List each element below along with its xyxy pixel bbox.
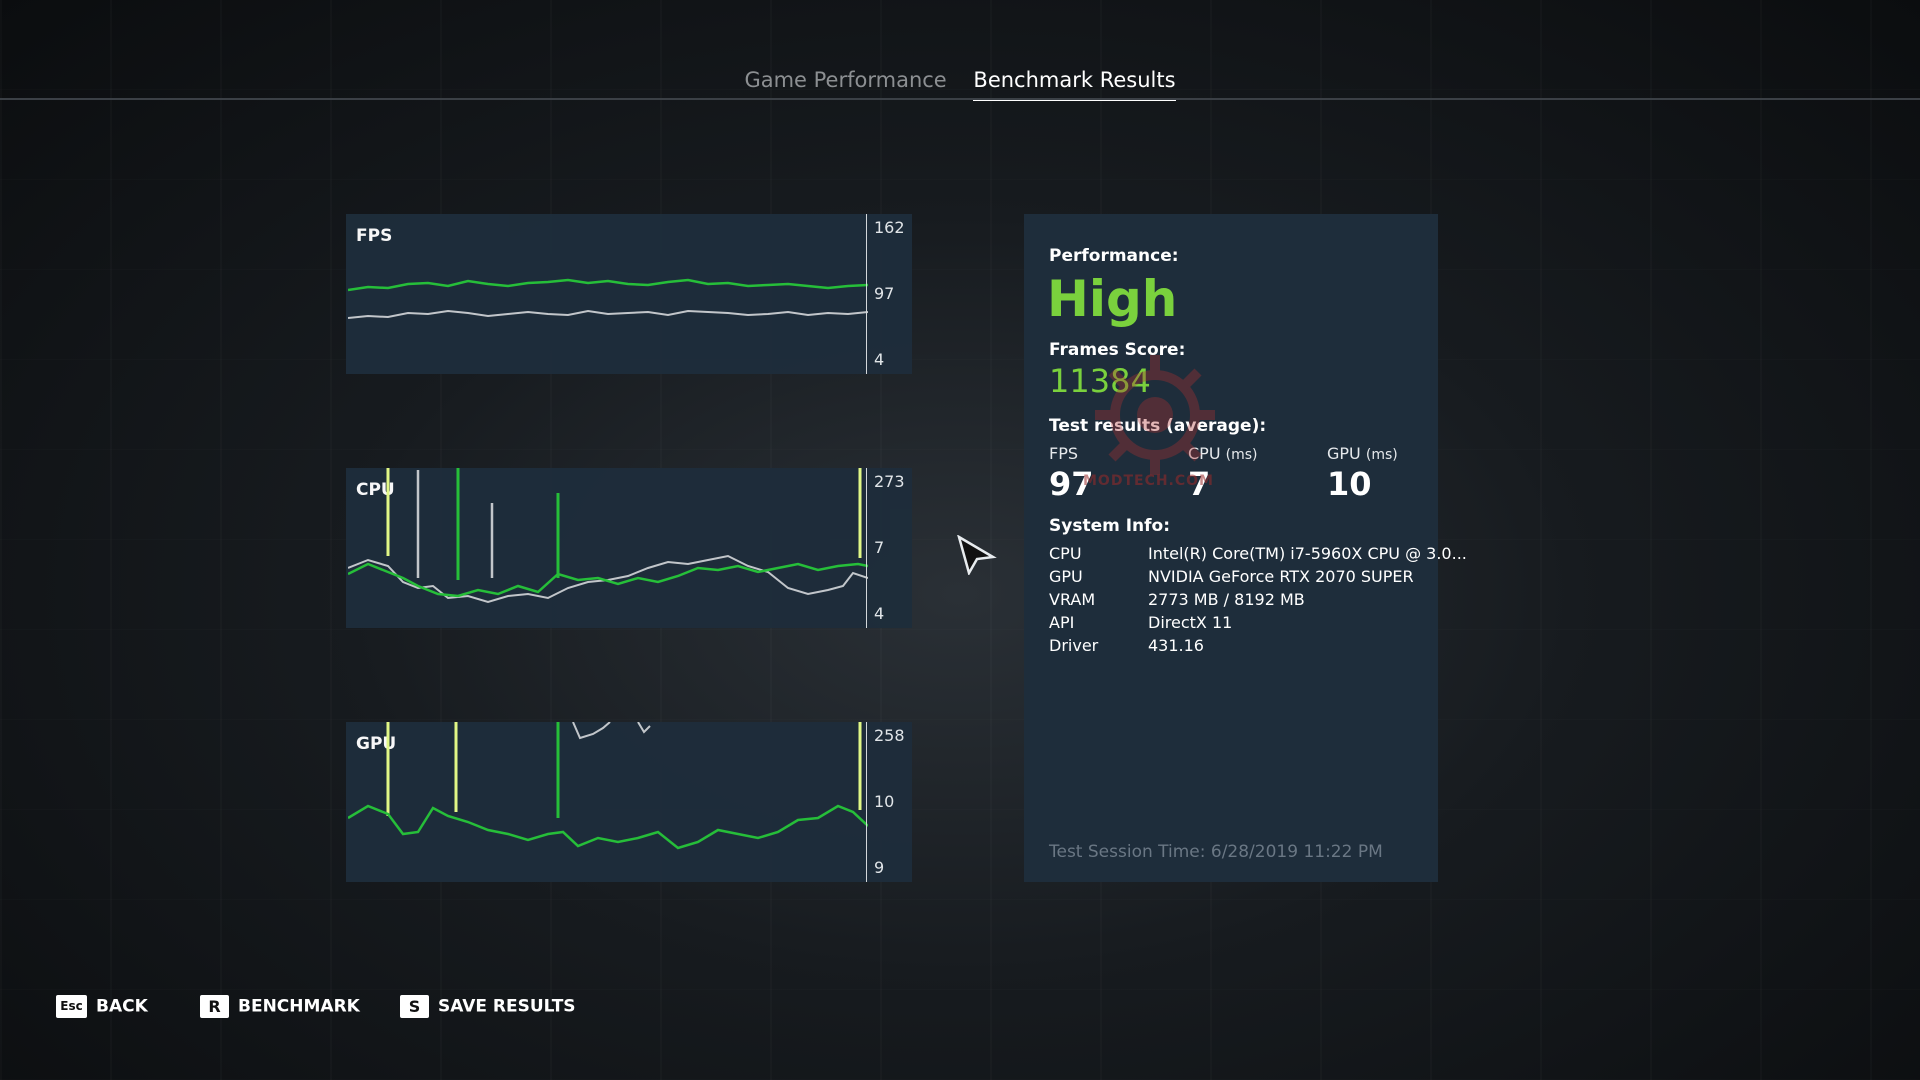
system-value: NVIDIA GeForce RTX 2070 SUPER [1148,567,1414,586]
fps-line-green [348,278,868,292]
cpu-line-gray [348,554,868,604]
gpu-tick-max: 258 [874,726,905,745]
fps-chart: FPS 162 97 4 [346,214,912,374]
results-panel: Performance: High Frames Score: 11384 Te… [1024,214,1467,882]
save-results-button[interactable]: S SAVE RESULTS [400,995,576,1018]
mouse-cursor-icon [957,535,997,575]
tab-bar: Game Performance Benchmark Results [0,68,1920,101]
frames-score-label: Frames Score: [1049,340,1186,360]
esc-key-icon: Esc [56,995,87,1018]
test-results-label: Test results (average): [1049,416,1267,436]
gpu-line-gray-2 [637,722,651,734]
benchmark-button[interactable]: R BENCHMARK [200,995,360,1018]
fps-chart-title: FPS [356,226,393,246]
watermark-text: MODTECH.COM [1083,473,1214,489]
gpu-result-value: 10 [1327,465,1372,503]
performance-label: Performance: [1049,246,1179,266]
cpu-result-unit: (ms) [1225,447,1258,463]
watermark-logo-icon [1095,355,1215,475]
system-key: CPU [1049,544,1082,563]
cpu-result: CPU (ms) 7 [1188,444,1257,503]
system-value: DirectX 11 [1148,613,1233,632]
gpu-plot [348,722,868,850]
benchmark-label: BENCHMARK [238,996,360,1017]
fps-plot [348,278,868,319]
system-value: Intel(R) Core(TM) i7-5960X CPU @ 3.0... [1148,544,1467,563]
gpu-result-label: GPU (ms) [1327,444,1398,463]
cpu-plot [348,468,868,604]
cpu-axis-divider [866,468,867,628]
system-value: 2773 MB / 8192 MB [1148,590,1305,609]
fps-tick-min: 4 [874,350,885,369]
top-divider [0,98,1920,100]
tab-benchmark-results[interactable]: Benchmark Results [973,68,1176,101]
performance-value: High [1047,270,1178,328]
gpu-chart-title: GPU [356,734,397,754]
fps-axis-divider [866,214,867,374]
fps-line-gray [348,309,868,319]
system-key: GPU [1049,567,1083,586]
fps-tick-avg: 97 [874,284,895,303]
fps-tick-max: 162 [874,218,905,237]
gpu-line-green [348,804,868,850]
cpu-tick-max: 273 [874,472,905,491]
cpu-chart: CPU 273 7 4 [346,468,912,628]
cpu-tick-avg: 7 [874,538,885,557]
gpu-result-unit: (ms) [1365,447,1398,463]
test-session-time: Test Session Time: 6/28/2019 11:22 PM [1049,842,1383,862]
gpu-result: GPU (ms) 10 [1327,444,1398,503]
cpu-chart-title: CPU [356,480,395,500]
gpu-axis-divider [866,722,867,882]
system-key: API [1049,613,1075,632]
fps-result-value: 97 [1049,465,1094,503]
gpu-chart: GPU 258 10 9 [346,722,912,882]
system-value: 431.16 [1148,636,1204,655]
cpu-tick-min: 4 [874,604,885,623]
top-bar: Game Performance Benchmark Results [0,0,1920,101]
cpu-result-label: CPU (ms) [1188,444,1257,463]
fps-result: FPS 97 [1049,444,1094,503]
s-key-icon: S [400,995,429,1018]
tab-game-performance[interactable]: Game Performance [744,68,947,92]
gpu-line-gray [572,722,611,740]
system-info-label: System Info: [1049,516,1171,536]
r-key-icon: R [200,995,229,1018]
system-key: VRAM [1049,590,1096,609]
cpu-result-name: CPU [1188,444,1221,463]
system-key: Driver [1049,636,1099,655]
gpu-result-name: GPU [1327,444,1361,463]
fps-result-label: FPS [1049,444,1079,463]
gpu-tick-min: 9 [874,858,885,877]
gpu-tick-avg: 10 [874,792,895,811]
cpu-line-green [348,562,868,598]
cpu-result-value: 7 [1188,465,1211,503]
back-button[interactable]: Esc BACK [56,995,148,1018]
back-label: BACK [96,996,148,1017]
save-results-label: SAVE RESULTS [438,996,576,1017]
frames-score-value: 11384 [1049,362,1151,400]
